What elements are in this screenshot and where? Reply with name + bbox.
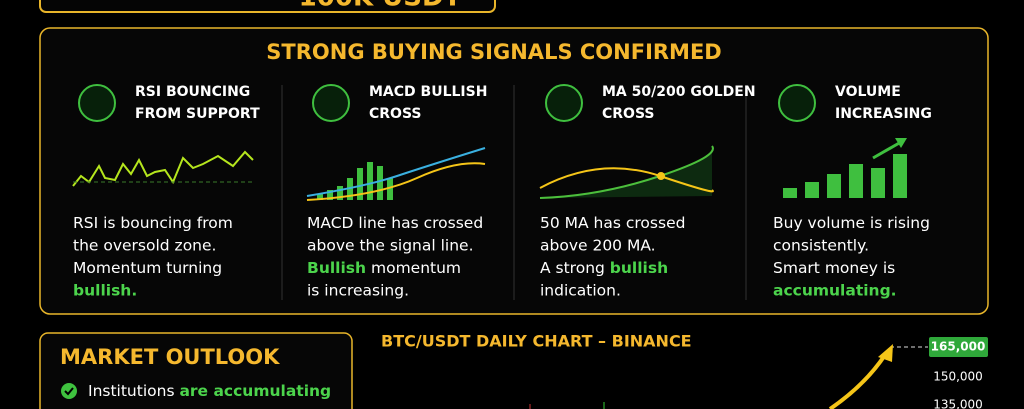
text-segment: bullish. [73, 281, 137, 299]
text-line: MACD line has crossed [307, 214, 483, 232]
text-segment: are accumulating [179, 382, 331, 400]
illustration-part [657, 172, 665, 180]
text-segment: is increasing. [307, 281, 409, 299]
card-title: INCREASING [835, 106, 932, 122]
illustration-part [367, 162, 373, 200]
card-illustration [306, 147, 486, 201]
illustration-part [539, 167, 714, 193]
card-title: MA 50/200 GOLDEN [602, 84, 756, 100]
text-line: A strong bullish [540, 259, 668, 277]
text-segment: indication. [540, 281, 621, 299]
card-title: CROSS [602, 106, 655, 122]
text-segment: RSI is bouncing from [73, 214, 233, 232]
illustration-part [827, 174, 841, 198]
card-title: MACD BULLISH [369, 84, 487, 100]
text-segment: A strong [540, 259, 610, 277]
illustration-part [327, 190, 333, 200]
card-icon [78, 84, 116, 122]
signals-title: STRONG BUYING SIGNALS CONFIRMED [266, 40, 721, 64]
card-title: VOLUME [835, 84, 901, 100]
illustration-part [72, 150, 254, 187]
text-segment: above the signal line. [307, 236, 474, 254]
illustration-part [872, 140, 902, 160]
text-line: is increasing. [307, 281, 409, 299]
arrow-head [878, 344, 893, 362]
illustration-part [893, 154, 907, 198]
text-segment: Momentum turning [73, 259, 222, 277]
card-title: CROSS [369, 106, 422, 122]
card-icon [312, 84, 350, 122]
text-segment: bullish [610, 259, 668, 277]
text-line: 50 MA has crossed [540, 214, 685, 232]
price-label: 135,000 [933, 398, 983, 409]
top-banner-text: 100K USDT [299, 0, 462, 13]
card-icon [545, 84, 583, 122]
text-line: Smart money is [773, 259, 895, 277]
illustration-part [357, 168, 363, 200]
illustration-part [849, 164, 863, 198]
text-segment: Smart money is [773, 259, 895, 277]
text-segment: consistently. [773, 236, 869, 254]
outlook-panel [39, 332, 353, 409]
text-line: accumulating. [773, 281, 897, 299]
illustration-part [540, 146, 713, 198]
illustration-part [805, 182, 819, 198]
price-label: 150,000 [933, 370, 983, 384]
text-segment: Bullish [307, 259, 366, 277]
text-line: above the signal line. [307, 236, 474, 254]
illustration-part [377, 166, 383, 200]
card-illustration [539, 145, 714, 199]
text-line: bullish. [73, 281, 137, 299]
text-segment: Institutions [88, 382, 179, 400]
dividers [281, 85, 747, 300]
check-mark [64, 387, 74, 396]
text-line: the oversold zone. [73, 236, 216, 254]
outlook-title: MARKET OUTLOOK [60, 345, 280, 369]
card-illustration [72, 150, 254, 187]
top-banner [39, 0, 496, 13]
text-segment: above 200 MA. [540, 236, 656, 254]
text-segment: MACD line has crossed [307, 214, 483, 232]
card-icon [778, 84, 816, 122]
illustration-part [306, 147, 486, 197]
card-title: RSI BOUNCING [135, 84, 250, 100]
illustration-part [306, 162, 486, 201]
illustration-part [317, 194, 323, 200]
text-line: indication. [540, 281, 621, 299]
text-line: consistently. [773, 236, 869, 254]
check-icon [61, 383, 77, 399]
text-segment: 50 MA has crossed [540, 214, 685, 232]
text-line: Buy volume is rising [773, 214, 930, 232]
illustration-part [871, 168, 885, 198]
text-segment: Buy volume is rising [773, 214, 930, 232]
illustration-part [337, 186, 343, 200]
text-line: Institutions are accumulating [88, 382, 331, 400]
illustration-part [783, 154, 907, 198]
illustration-part [783, 188, 797, 198]
text-line: above 200 MA. [540, 236, 656, 254]
card-illustration [783, 138, 907, 198]
card-title: FROM SUPPORT [135, 106, 260, 122]
illustration-part [387, 178, 393, 200]
text-line: Momentum turning [73, 259, 222, 277]
illustration-part [895, 138, 907, 148]
chart-title: BTC/USDT DAILY CHART – BINANCE [381, 332, 692, 351]
candles [529, 402, 605, 409]
price-highlight [929, 337, 988, 357]
price-label: 165,000 [931, 340, 986, 354]
text-segment: the oversold zone. [73, 236, 216, 254]
text-segment: momentum [366, 259, 461, 277]
text-segment: accumulating. [773, 281, 897, 299]
text-line: Bullish momentum [307, 259, 461, 277]
price-arrow [828, 353, 887, 409]
text-line: RSI is bouncing from [73, 214, 233, 232]
illustration-part [539, 145, 714, 199]
